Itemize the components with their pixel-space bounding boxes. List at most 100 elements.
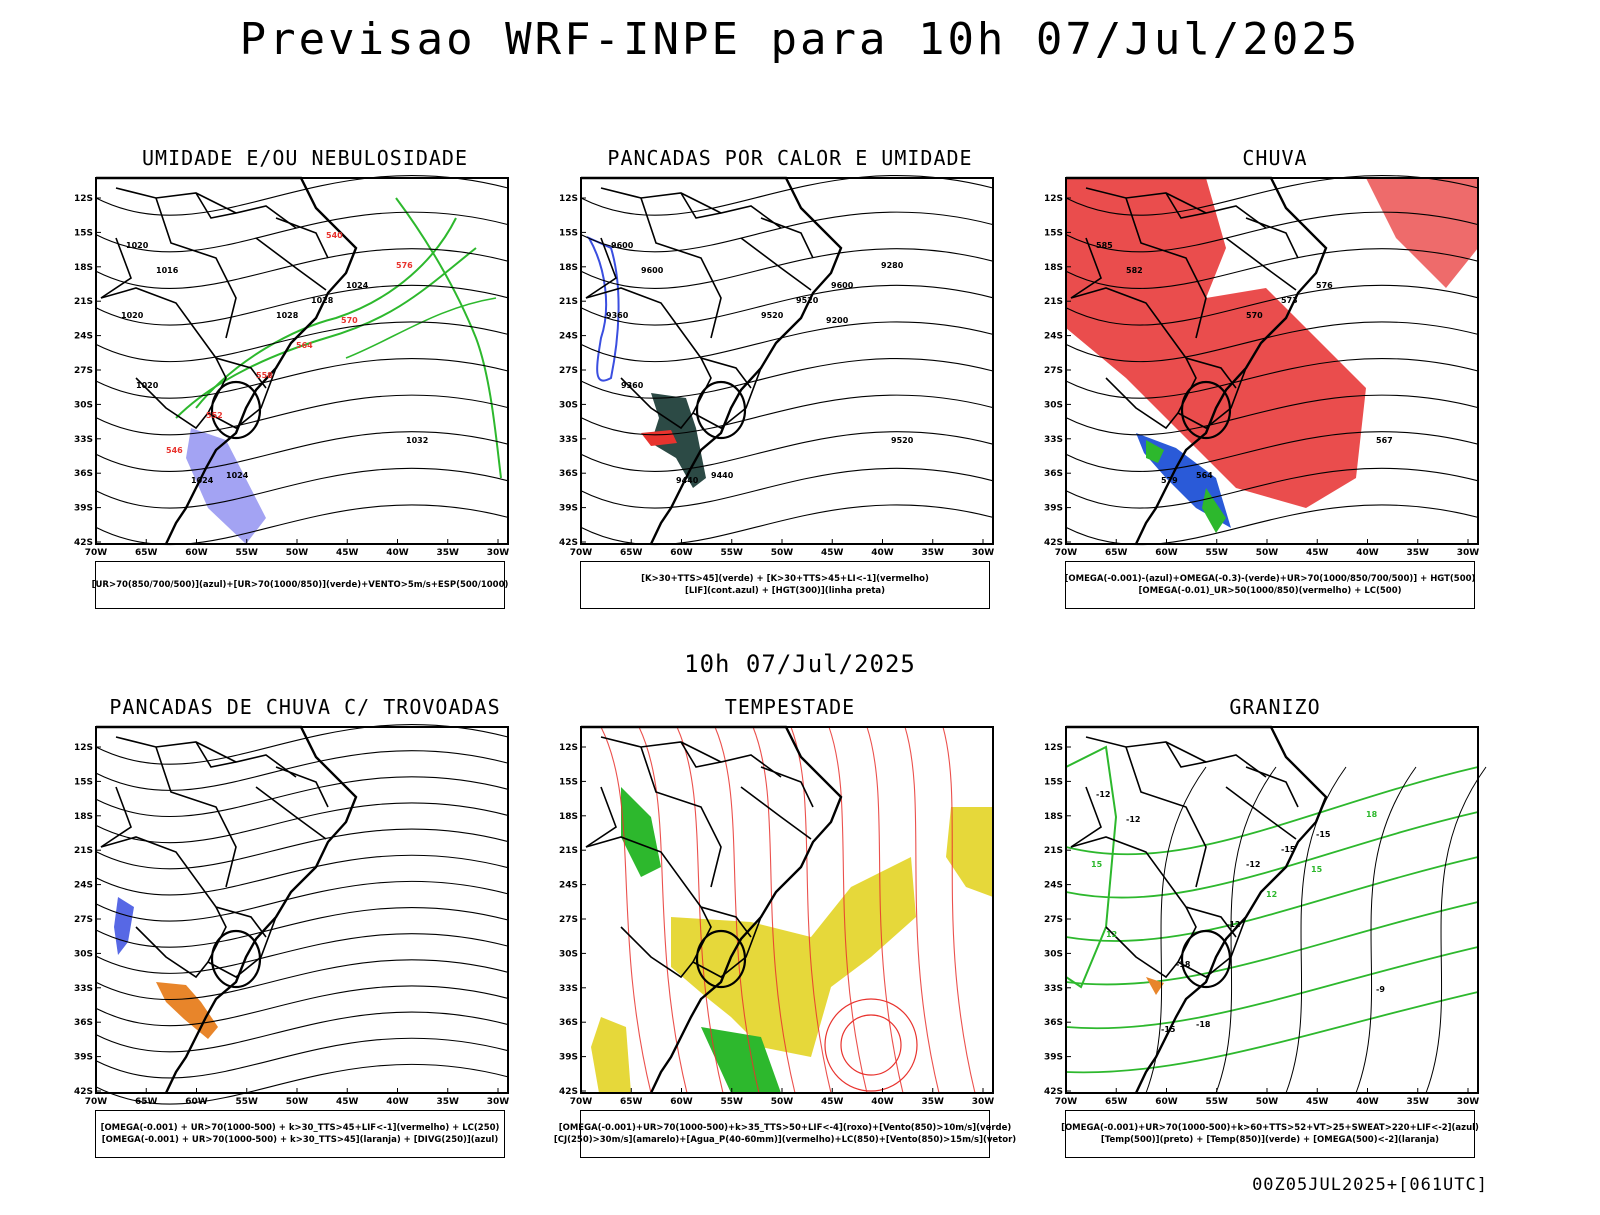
lon-tick-label: 70W (85, 548, 108, 558)
contour-label: -12 (1096, 790, 1110, 799)
lat-tick-label: 27S (1044, 915, 1063, 925)
contour-label: 567 (1376, 436, 1393, 445)
lon-tick-label: 65W (620, 1097, 643, 1107)
legend-line: [CJ(250)>30m/s](amarelo)+[Agua_P(40-60mm… (553, 1135, 1017, 1145)
contour-label: 9360 (606, 311, 629, 320)
legend-box: [UR>70(850/700/500)](azul)+[UR>70(1000/8… (92, 561, 508, 609)
contour-label: -15 (1281, 845, 1296, 854)
legend-line: [K>30+TTS>45](verde) + [K>30+TTS>45+LI<-… (641, 574, 929, 584)
lat-tick-label: 18S (559, 263, 578, 273)
lon-tick-label: 30W (972, 1097, 995, 1107)
lat-tick-label: 24S (559, 332, 578, 342)
lat-tick-label: 21S (74, 846, 93, 856)
lat-tick-label: 27S (559, 366, 578, 376)
lat-tick-label: 18S (74, 263, 93, 273)
lon-tick-label: 30W (972, 548, 995, 558)
lon-tick-label: 35W (922, 1097, 945, 1107)
lat-tick-label: 42S (1044, 538, 1063, 548)
lon-tick-label: 35W (922, 548, 945, 558)
lon-tick-label: 60W (670, 548, 693, 558)
lat-tick-label: 42S (559, 538, 578, 548)
lat-tick-label: 24S (1044, 881, 1063, 891)
lon-tick-label: 45W (336, 548, 359, 558)
lon-tick-label: 30W (1457, 548, 1480, 558)
lon-tick-label: 70W (570, 548, 593, 558)
lat-tick-label: 24S (74, 881, 93, 891)
lat-tick-label: 18S (74, 812, 93, 822)
lat-tick-label: 39S (559, 504, 578, 514)
lon-tick-label: 55W (721, 1097, 744, 1107)
lon-tick-label: 45W (336, 1097, 359, 1107)
legend-line: [Temp(500)](preto) + [Temp(850)](verde) … (1100, 1135, 1440, 1145)
lat-tick-label: 24S (74, 332, 93, 342)
lat-tick-label: 12S (74, 194, 93, 204)
contour-label: 12 (1266, 890, 1277, 899)
lat-tick-label: 42S (1044, 1087, 1063, 1097)
lat-tick-label: 30S (559, 400, 578, 410)
lat-tick-label: 36S (1044, 1018, 1063, 1028)
legend-line: [OMEGA(-0.01)_UR>50(1000/850)(vermelho) … (1138, 586, 1402, 596)
contour-label: 15 (1311, 865, 1323, 874)
contour-label: 9600 (611, 241, 634, 250)
lat-tick-label: 18S (1044, 263, 1063, 273)
contour-label: -12 (1246, 860, 1260, 869)
lat-tick-label: 39S (74, 504, 93, 514)
lon-tick-label: 30W (487, 548, 510, 558)
lat-tick-label: 30S (1044, 400, 1063, 410)
contour-label: -9 (1376, 985, 1385, 994)
contour-label: 12 (1106, 930, 1117, 939)
lon-tick-label: 40W (1356, 1097, 1379, 1107)
lon-tick-label: 45W (821, 548, 844, 558)
lon-tick-label: 55W (236, 548, 259, 558)
lon-tick-label: 40W (871, 1097, 894, 1107)
contour-label: 1024 (346, 281, 369, 290)
main-title: Previsao WRF-INPE para 10h 07/Jul/2025 (239, 14, 1361, 65)
contour-label: 573 (1281, 296, 1298, 305)
lon-tick-label: 60W (185, 548, 208, 558)
contour-label: -18 (1176, 960, 1191, 969)
panel-title: PANCADAS POR CALOR E UMIDADE (607, 146, 973, 170)
lon-tick-label: 70W (85, 1097, 108, 1107)
panel-title: GRANIZO (1229, 695, 1321, 719)
legend-box: [OMEGA(-0.001)-(azul)+OMEGA(-0.3)-(verde… (1065, 561, 1475, 609)
lon-tick-label: 65W (135, 548, 158, 558)
contour-label: 9200 (826, 316, 849, 325)
lat-tick-label: 39S (74, 1053, 93, 1063)
lat-tick-label: 21S (559, 846, 578, 856)
legend-box: [K>30+TTS>45](verde) + [K>30+TTS>45+LI<-… (580, 561, 990, 609)
lat-tick-label: 39S (1044, 504, 1063, 514)
lat-tick-label: 15S (559, 777, 578, 787)
contour-label: 9600 (831, 281, 854, 290)
legend-line: [OMEGA(-0.001)+UR>70(1000-500)+k>60+TTS>… (1061, 1123, 1479, 1133)
contour-label: 564 (1196, 471, 1213, 480)
lat-tick-label: 21S (74, 297, 93, 307)
contour-label: 9520 (796, 296, 819, 305)
contour-label: 576 (1316, 281, 1333, 290)
lon-tick-label: 70W (570, 1097, 593, 1107)
contour-label: 1024 (191, 476, 214, 485)
lat-tick-label: 27S (559, 915, 578, 925)
contour-label: 1020 (126, 241, 149, 250)
lat-tick-label: 33S (559, 435, 578, 445)
lat-tick-label: 30S (559, 949, 578, 959)
lon-tick-label: 50W (286, 548, 309, 558)
lat-tick-label: 36S (559, 469, 578, 479)
lon-tick-label: 50W (1256, 548, 1279, 558)
lat-tick-label: 24S (1044, 332, 1063, 342)
lat-tick-label: 21S (1044, 297, 1063, 307)
lon-tick-label: 70W (1055, 1097, 1078, 1107)
panel-pancadas-calor: PANCADAS POR CALOR E UMIDADE 9600 9600 9600… (555, 146, 1025, 666)
contour-label: 9520 (891, 436, 914, 445)
contour-label: 1020 (136, 381, 159, 390)
lat-tick-label: 15S (74, 777, 93, 787)
contour-label: 1024 (226, 471, 249, 480)
lat-tick-label: 36S (559, 1018, 578, 1028)
lat-tick-label: 15S (74, 228, 93, 238)
map-frame (580, 726, 994, 1094)
lat-tick-label: 42S (74, 538, 93, 548)
lon-tick-label: 45W (1306, 548, 1329, 558)
lat-tick-label: 42S (559, 1087, 578, 1097)
lat-tick-label: 21S (559, 297, 578, 307)
contour-label: 9600 (641, 266, 664, 275)
